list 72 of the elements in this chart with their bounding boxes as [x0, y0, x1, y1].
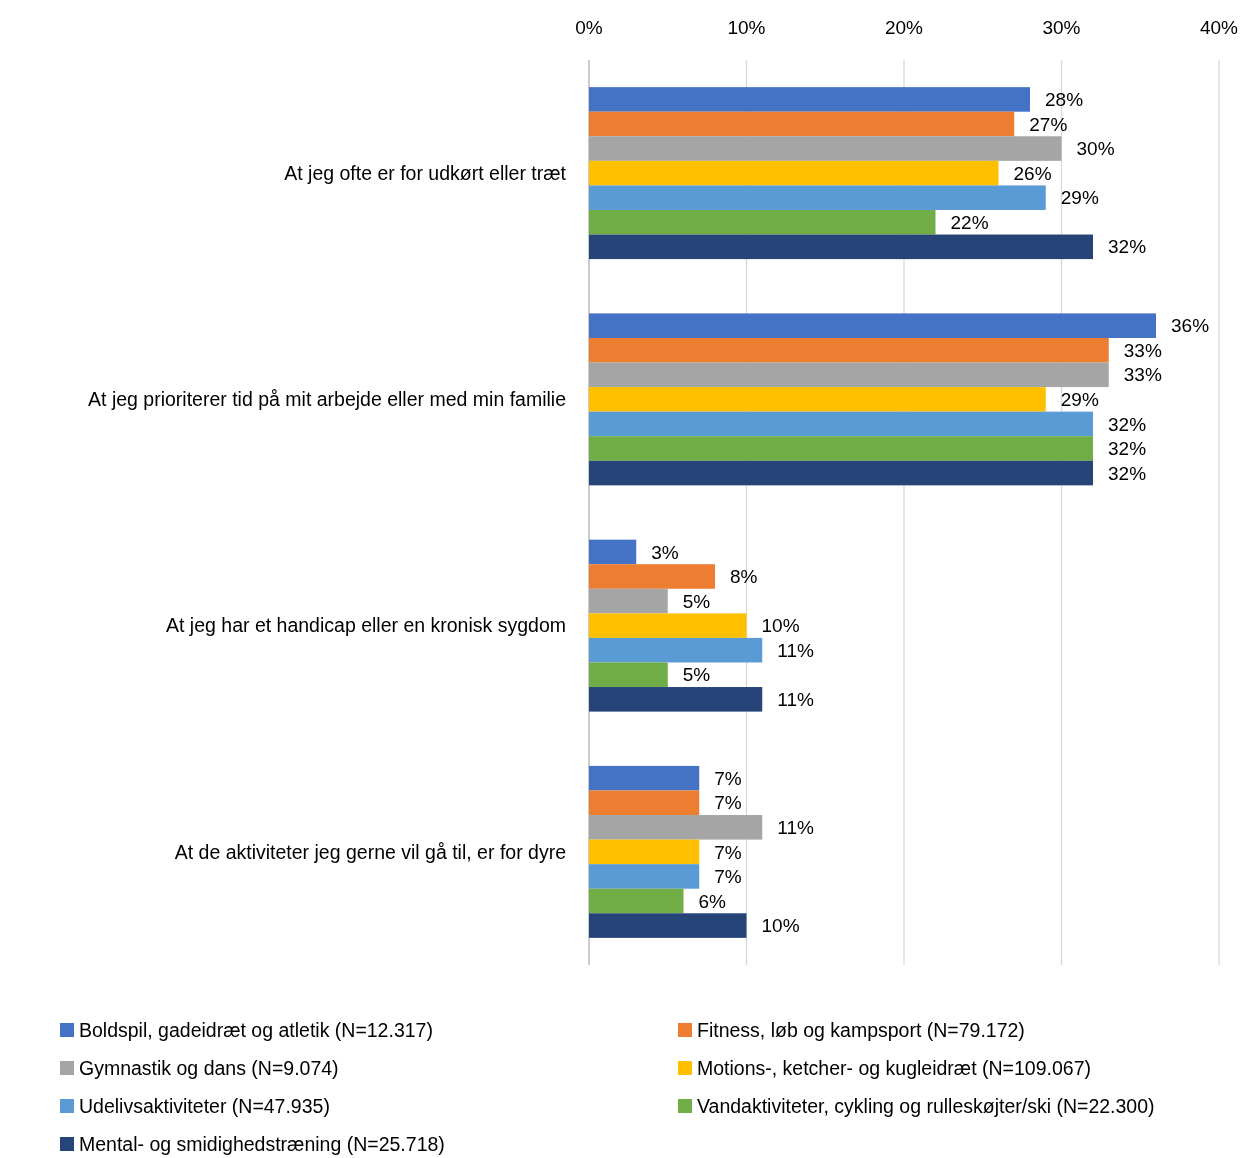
bar: [589, 637, 763, 663]
bar: [589, 864, 700, 889]
data-label: 32%: [1108, 462, 1147, 484]
x-tick-label: 20%: [884, 16, 924, 38]
bar: [589, 185, 1046, 210]
y-tick-label: At jeg prioriterer tid på mit arbejde eller med min familie: [88, 388, 566, 411]
y-tick-label: At jeg ofte er for udkørt eller træt: [284, 161, 567, 184]
data-label: 11%: [777, 816, 814, 838]
legend-label: Vandaktiviteter, cykling og rulleskøjter/ski (N=22.300): [697, 1094, 1155, 1117]
bar: [589, 913, 747, 938]
legend-label: Udelivsaktiviteter (N=47.935): [79, 1094, 330, 1117]
data-label: 7%: [714, 866, 742, 888]
bar: [589, 539, 637, 565]
bar: [589, 460, 1093, 486]
data-label: 8%: [730, 566, 758, 588]
bar: [589, 234, 1093, 260]
data-label: 10%: [761, 615, 800, 637]
data-label: 22%: [950, 211, 989, 233]
legend-label: Boldspil, gadeidræt og atletik (N=12.317): [79, 1018, 433, 1041]
bar: [589, 337, 1109, 363]
bar: [589, 87, 1030, 112]
data-label: 29%: [1060, 187, 1099, 209]
bar: [589, 387, 1046, 412]
x-tick-label: 10%: [727, 16, 766, 38]
y-tick-label: At jeg har et handicap eller en kronisk sygdom: [166, 614, 566, 637]
data-label: 30%: [1076, 138, 1115, 160]
bar: [589, 613, 747, 638]
y-tick-label: At de aktiviteter jeg gerne vil gå til, er for dyre: [174, 840, 566, 863]
data-label: 3%: [651, 541, 679, 563]
bar: [589, 209, 936, 235]
x-tick-label: 0%: [575, 16, 603, 38]
data-label: 33%: [1123, 364, 1162, 386]
bar: [589, 687, 763, 712]
data-label: 32%: [1108, 438, 1147, 460]
bar: [589, 564, 715, 589]
data-label: 7%: [714, 841, 742, 863]
data-label: 10%: [761, 915, 800, 937]
data-label: 29%: [1060, 389, 1099, 411]
data-label: 33%: [1123, 339, 1162, 361]
bar: [589, 436, 1093, 461]
data-label: 26%: [1013, 162, 1052, 184]
bar: [589, 790, 700, 816]
legend-label: Fitness, løb og kampsport (N=79.172): [697, 1018, 1025, 1041]
bar: [589, 411, 1093, 437]
legend-label: Mental- og smidighedstræning (N=25.718): [79, 1132, 445, 1155]
bar: [589, 662, 668, 688]
bar: [589, 815, 763, 840]
bar: [589, 136, 1062, 161]
data-label: 27%: [1029, 113, 1068, 135]
x-tick-label: 40%: [1199, 16, 1239, 38]
data-label: 6%: [698, 890, 727, 912]
bar: [589, 313, 1156, 338]
x-tick-label: 30%: [1042, 16, 1081, 38]
data-label: 36%: [1171, 315, 1210, 337]
bar: [589, 588, 668, 614]
data-label: 11%: [777, 639, 814, 661]
bar: [589, 765, 700, 791]
data-label: 5%: [682, 590, 711, 612]
data-label: 11%: [777, 688, 814, 710]
data-label: 28%: [1045, 89, 1084, 111]
data-label: 32%: [1108, 413, 1147, 435]
data-label: 32%: [1108, 236, 1147, 258]
legend-label: Gymnastik og dans (N=9.074): [79, 1056, 339, 1079]
bar: [589, 111, 1015, 137]
bar: [589, 362, 1109, 388]
bar: [589, 839, 700, 865]
bar: [589, 888, 684, 914]
data-label: 7%: [714, 792, 742, 814]
data-label: 7%: [714, 767, 742, 789]
bar: [589, 160, 999, 186]
legend-label: Motions-, ketcher- og kugleidræt (N=109.067): [697, 1056, 1091, 1079]
data-label: 5%: [682, 664, 711, 686]
